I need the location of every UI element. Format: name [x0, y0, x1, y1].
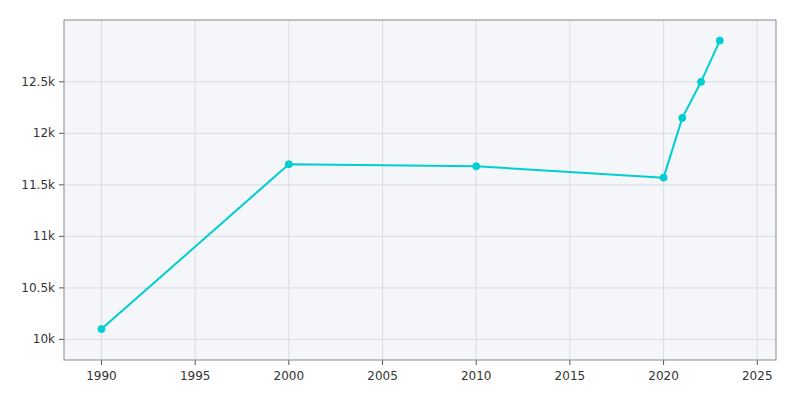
axes: 1990 1995 2000 2005 2010 2015 2020 2025 10k 10.5k… — [21, 75, 772, 383]
y-tick-label: 10.5k — [21, 281, 55, 295]
data-point — [679, 114, 686, 121]
grid — [64, 20, 776, 360]
x-tick — [288, 360, 289, 365]
x-grid-line — [382, 20, 383, 360]
data-point — [98, 326, 105, 333]
data-point — [285, 161, 292, 168]
x-tick-label: 2025 — [742, 369, 773, 383]
y-tick — [59, 339, 64, 340]
y-tick — [59, 236, 64, 237]
y-tick-label: 11.5k — [21, 178, 55, 192]
plot-background — [64, 20, 776, 360]
y-tick — [59, 133, 64, 134]
data-layer — [98, 37, 723, 332]
x-grid-line — [757, 20, 758, 360]
y-tick — [59, 81, 64, 82]
y-grid-line — [64, 339, 776, 340]
y-grid-line — [64, 287, 776, 288]
x-tick-label: 2020 — [648, 369, 679, 383]
x-grid-line — [101, 20, 102, 360]
x-grid-line — [288, 20, 289, 360]
y-tick-label: 12k — [33, 126, 55, 140]
x-grid-line — [476, 20, 477, 360]
y-grid-line — [64, 81, 776, 82]
x-tick — [101, 360, 102, 365]
x-tick — [195, 360, 196, 365]
x-tick — [476, 360, 477, 365]
chart-container: 1990 1995 2000 2005 2010 2015 2020 2025 10k 10.5k… — [0, 0, 800, 400]
x-tick — [569, 360, 570, 365]
x-tick-label: 2000 — [274, 369, 305, 383]
plot-frame — [64, 20, 776, 360]
data-point — [660, 174, 667, 181]
y-tick-label: 12.5k — [21, 75, 55, 89]
x-grid-line — [195, 20, 196, 360]
x-tick-label: 2010 — [461, 369, 492, 383]
x-tick-label: 2015 — [555, 369, 586, 383]
data-point — [473, 163, 480, 170]
y-tick-label: 10k — [33, 332, 55, 346]
x-tick-label: 2005 — [367, 369, 398, 383]
data-line — [101, 41, 719, 329]
data-point — [698, 78, 705, 85]
y-grid-line — [64, 133, 776, 134]
y-grid-line — [64, 236, 776, 237]
chart-svg: 1990 1995 2000 2005 2010 2015 2020 2025 10k 10.5k… — [0, 0, 800, 400]
x-grid-line — [569, 20, 570, 360]
y-tick-label: 11k — [33, 229, 55, 243]
x-tick — [757, 360, 758, 365]
y-tick — [59, 287, 64, 288]
x-tick — [382, 360, 383, 365]
x-tick-label: 1995 — [180, 369, 211, 383]
x-tick — [663, 360, 664, 365]
x-tick-label: 1990 — [86, 369, 117, 383]
y-tick — [59, 184, 64, 185]
x-grid-line — [663, 20, 664, 360]
data-point — [716, 37, 723, 44]
y-grid-line — [64, 184, 776, 185]
